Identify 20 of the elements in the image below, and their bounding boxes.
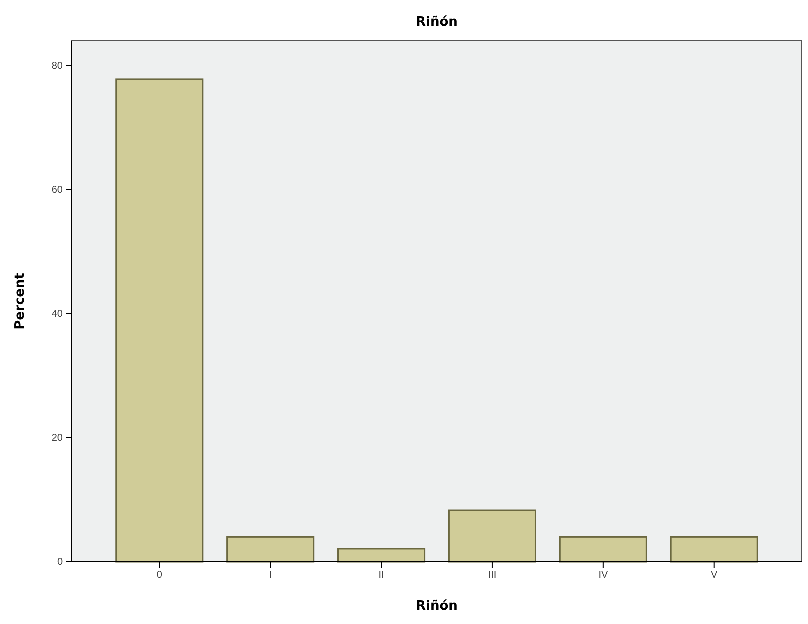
x-tick-label: I xyxy=(269,570,272,582)
bar xyxy=(226,536,315,563)
x-tick-label: IV xyxy=(598,570,608,582)
chart-title: Riñón xyxy=(416,15,458,30)
y-tick-label: 80 xyxy=(52,61,64,72)
y-tick-label: 20 xyxy=(52,433,64,444)
x-tick-label: III xyxy=(488,570,497,582)
y-axis-title: Percent xyxy=(13,273,28,330)
x-tick-label: V xyxy=(711,570,718,582)
y-tick-label: 0 xyxy=(57,557,64,568)
bar xyxy=(670,536,758,563)
bar xyxy=(559,536,648,563)
x-tick-label: II xyxy=(378,570,384,582)
y-tick-label: 60 xyxy=(52,185,64,196)
bar xyxy=(338,548,426,563)
y-tick-label: 40 xyxy=(52,309,64,320)
bar xyxy=(116,78,204,563)
x-axis-title: Riñón xyxy=(416,599,458,614)
x-tick-label: 0 xyxy=(156,570,163,582)
bar xyxy=(448,510,536,563)
